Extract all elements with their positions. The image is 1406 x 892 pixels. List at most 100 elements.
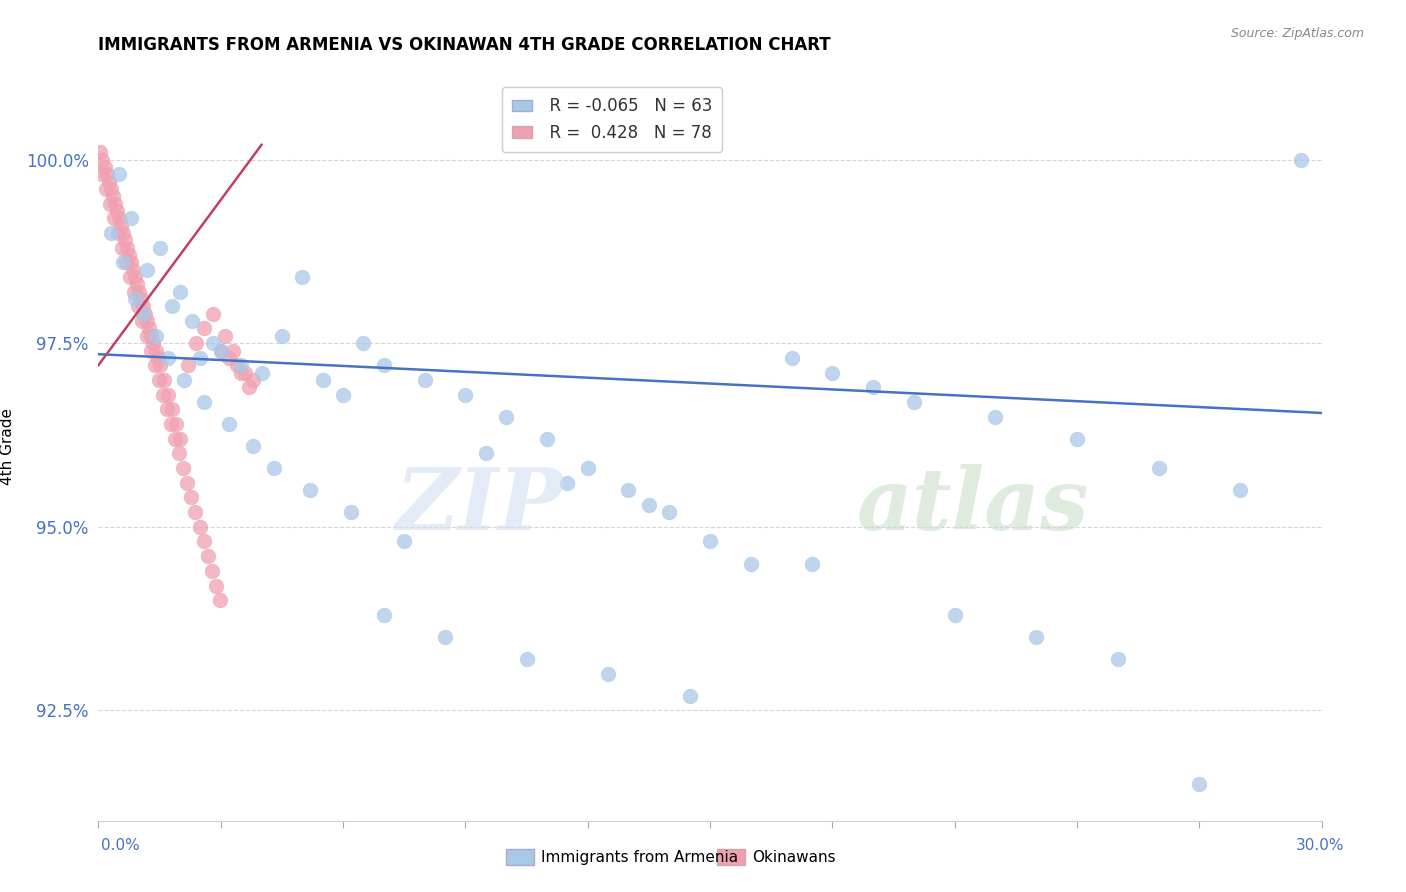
Point	[780, 351, 803, 365]
Point	[193, 395, 215, 409]
Point	[156, 387, 179, 401]
Point	[201, 564, 224, 578]
Text: Okinawans: Okinawans	[752, 850, 835, 864]
Text: 0.0%: 0.0%	[101, 838, 141, 853]
Point	[188, 351, 212, 365]
Point	[516, 652, 538, 666]
Point	[193, 534, 215, 549]
Point	[114, 233, 136, 247]
Point	[94, 182, 117, 196]
Point	[124, 270, 146, 285]
Point	[136, 262, 159, 277]
Point	[238, 380, 260, 394]
Point	[454, 387, 477, 401]
Point	[233, 366, 256, 380]
Point	[127, 277, 149, 292]
Point	[373, 607, 395, 622]
Point	[231, 358, 253, 372]
Point	[160, 402, 183, 417]
Point	[201, 307, 224, 321]
Text: ZIP: ZIP	[395, 464, 564, 548]
Point	[352, 336, 374, 351]
Point	[101, 189, 124, 203]
Point	[188, 520, 211, 534]
Point	[433, 630, 456, 644]
Point	[180, 491, 202, 505]
Point	[1229, 483, 1251, 497]
Point	[167, 446, 190, 460]
Point	[209, 343, 232, 358]
Point	[107, 226, 129, 240]
Point	[148, 373, 170, 387]
Point	[943, 607, 966, 622]
Point	[226, 358, 249, 372]
Point	[177, 358, 200, 372]
Point	[132, 300, 155, 314]
Point	[596, 666, 619, 681]
Point	[176, 475, 198, 490]
Point	[291, 270, 314, 285]
Point	[658, 505, 681, 519]
Point	[413, 373, 436, 387]
Text: Source: ZipAtlas.com: Source: ZipAtlas.com	[1230, 27, 1364, 40]
Point	[1147, 461, 1170, 475]
Point	[89, 145, 111, 160]
Point	[555, 475, 579, 490]
Legend:   R = -0.065   N = 63,   R =  0.428   N = 78: R = -0.065 N = 63, R = 0.428 N = 78	[502, 87, 723, 152]
Point	[120, 270, 142, 285]
Point	[1291, 153, 1313, 167]
Point	[90, 167, 112, 181]
Point	[111, 241, 134, 255]
Point	[138, 321, 160, 335]
Point	[270, 328, 294, 343]
Point	[184, 505, 207, 519]
Point	[156, 351, 179, 365]
Point	[740, 557, 762, 571]
Point	[373, 358, 395, 372]
Point	[474, 446, 498, 460]
Point	[108, 167, 131, 181]
Point	[1066, 432, 1088, 446]
Point	[136, 314, 159, 328]
Point	[93, 160, 115, 174]
Point	[172, 461, 194, 475]
Point	[495, 409, 517, 424]
Point	[984, 409, 1007, 424]
Point	[152, 373, 174, 387]
Point	[100, 226, 122, 240]
Point	[156, 402, 179, 417]
Point	[340, 505, 363, 519]
Point	[263, 461, 285, 475]
Point	[536, 432, 558, 446]
Point	[108, 211, 131, 226]
Point	[97, 175, 120, 189]
Point	[111, 255, 134, 269]
Point	[105, 203, 128, 218]
Point	[214, 328, 236, 343]
Point	[124, 285, 146, 299]
Point	[197, 549, 219, 564]
Point	[149, 358, 172, 372]
Point	[145, 328, 167, 343]
Point	[160, 300, 183, 314]
Point	[165, 417, 187, 431]
Point	[332, 387, 354, 401]
Point	[242, 439, 264, 453]
Point	[201, 336, 224, 351]
Point	[128, 285, 150, 299]
Point	[1107, 652, 1129, 666]
Point	[132, 307, 155, 321]
Point	[124, 292, 146, 306]
Point	[392, 534, 416, 549]
Point	[100, 182, 122, 196]
Text: Immigrants from Armenia: Immigrants from Armenia	[541, 850, 738, 864]
Point	[222, 343, 245, 358]
Point	[209, 343, 232, 358]
Point	[208, 593, 231, 607]
Text: IMMIGRANTS FROM ARMENIA VS OKINAWAN 4TH GRADE CORRELATION CHART: IMMIGRANTS FROM ARMENIA VS OKINAWAN 4TH …	[98, 36, 831, 54]
Point	[181, 314, 204, 328]
Point	[617, 483, 640, 497]
Point	[145, 343, 167, 358]
Point	[299, 483, 322, 497]
Point	[186, 336, 208, 351]
